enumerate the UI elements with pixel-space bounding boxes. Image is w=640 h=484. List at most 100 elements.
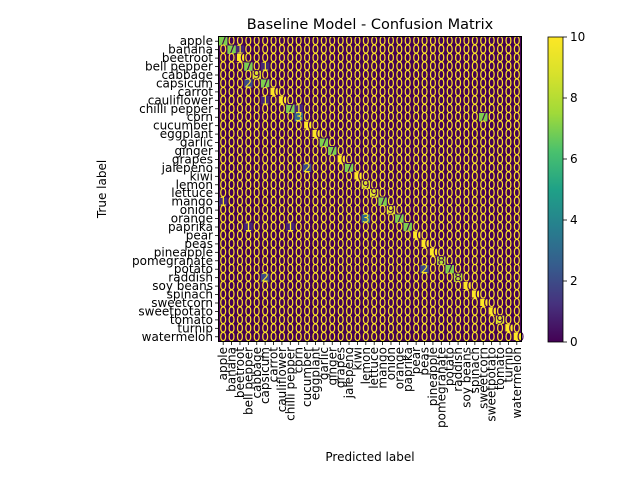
cell-value: 0 — [228, 321, 236, 335]
y-tick-label: apple — [180, 34, 213, 48]
cell-peas-bell-pepper — [244, 239, 253, 249]
cell-sweetpotato-cucumber — [302, 307, 312, 317]
cell-value: 0 — [354, 60, 362, 74]
cell-lettuce-ginger — [328, 189, 337, 198]
cell-value: 0 — [362, 136, 370, 150]
cell-value: 0 — [496, 102, 504, 116]
cell-value: 0 — [278, 34, 286, 48]
cell-value: 0 — [270, 110, 278, 124]
cell-value: 0 — [328, 178, 336, 192]
cell-ginger-bell-pepper — [244, 146, 253, 156]
cell-value: 0 — [354, 93, 362, 107]
cell-value: 0 — [412, 51, 420, 65]
cell-apple-paprika — [403, 37, 413, 46]
cell-value: 0 — [219, 136, 227, 150]
cell-watermelon-pomegranate — [437, 332, 446, 342]
cell-mango-pear — [411, 197, 421, 207]
cell-value: 0 — [253, 203, 261, 217]
cell-ginger-capsicum — [260, 146, 270, 156]
cell-ginger-watermelon — [512, 146, 522, 156]
cell-soy-beans-lettuce — [370, 281, 379, 291]
cell-value: 0 — [345, 313, 353, 327]
cell-jalepeno-garlic — [319, 163, 329, 173]
cell-value: 0 — [396, 296, 404, 310]
cell-value: 0 — [236, 161, 244, 175]
cell-value: 0 — [421, 152, 429, 166]
cell-cauliflower-sweetpotato — [487, 96, 497, 105]
cell-beetroot-grapes — [336, 53, 346, 63]
cell-carrot-sweetpotato — [487, 87, 497, 97]
cell-value: 0 — [312, 186, 320, 200]
cell-ginger-carrot — [269, 146, 279, 156]
cell-value: 0 — [404, 254, 412, 268]
cell-value: 0 — [320, 212, 328, 226]
cell-sweetpotato-capsicum — [260, 307, 270, 317]
cell-garlic-apple — [219, 138, 228, 148]
cell-mango-soy-beans — [462, 197, 472, 207]
cell-pomegranate-lettuce — [370, 256, 379, 266]
cell-peas-corn — [294, 239, 304, 249]
cell-watermelon-orange — [395, 332, 404, 342]
cell-raddish-apple — [219, 273, 228, 283]
y-tick-label: watermelon — [142, 330, 213, 344]
cell-value: 0 — [270, 195, 278, 209]
cell-capsicum-watermelon — [512, 79, 522, 89]
cell-watermelon-cauliflower — [277, 332, 287, 342]
cell-value: 0 — [261, 85, 269, 99]
cell-value: 0 — [496, 161, 504, 175]
cell-cucumber-raddish — [453, 121, 463, 131]
cell-value: 0 — [245, 271, 253, 285]
cell-value: 10 — [299, 119, 314, 133]
cell-value: 0 — [488, 161, 496, 175]
cell-value: 0 — [286, 144, 294, 158]
cell-raddish-jalepeno — [344, 273, 354, 283]
cell-carrot-garlic — [319, 87, 329, 97]
cell-paprika-jalepeno — [344, 222, 354, 232]
cell-value: 10 — [417, 237, 432, 251]
cell-paprika-onion — [386, 222, 396, 232]
cell-value: 0 — [270, 169, 278, 183]
cell-cucumber-pomegranate — [437, 121, 446, 131]
cell-value: 0 — [345, 237, 353, 251]
cell-value: 0 — [404, 51, 412, 65]
cell-watermelon-sweetcorn — [479, 332, 488, 342]
cell-value: 0 — [513, 110, 521, 124]
cell-value: 0 — [437, 228, 445, 242]
cell-chilli-pepper-cabbage — [252, 104, 262, 114]
cell-value: 0 — [270, 237, 278, 251]
cell-ginger-peas — [420, 146, 430, 156]
cell-value: 0 — [463, 152, 471, 166]
cell-sweetcorn-corn — [294, 298, 304, 308]
cell-value: 0 — [379, 203, 387, 217]
cell-peas-raddish — [453, 239, 463, 249]
cell-value: 0 — [412, 60, 420, 74]
cell-value: 0 — [421, 330, 429, 344]
y-tick-label: corn — [187, 110, 213, 124]
cell-value: 0 — [236, 152, 244, 166]
cell-soy-beans-cabbage — [252, 281, 262, 291]
cell-bell-pepper-sweetpotato — [487, 62, 497, 72]
cell-apple-garlic — [319, 37, 329, 46]
cell-value: 0 — [362, 119, 370, 133]
cell-value: 0 — [295, 93, 303, 107]
cell-value: 0 — [412, 43, 420, 57]
cell-potato-spinach — [470, 265, 480, 274]
cell-value: 0 — [362, 220, 370, 234]
cell-turnip-cucumber — [302, 324, 312, 333]
cell-value: 0 — [236, 110, 244, 124]
cell-value: 0 — [488, 68, 496, 82]
cell-corn-tomato — [495, 113, 505, 122]
cell-soy-beans-beetroot — [235, 281, 245, 291]
cell-potato-corn — [294, 265, 304, 274]
cell-sweetpotato-bell-pepper — [244, 307, 253, 317]
cell-value: 0 — [236, 119, 244, 133]
cell-value: 0 — [261, 203, 269, 217]
cell-value: 0 — [295, 186, 303, 200]
cell-value: 0 — [513, 152, 521, 166]
x-tick-label: carrot — [267, 347, 281, 383]
cell-value: 0 — [496, 237, 504, 251]
cell-value: 0 — [295, 296, 303, 310]
cell-peas-chilli-pepper — [286, 239, 295, 249]
cell-value: 0 — [328, 313, 336, 327]
cell-value: 0 — [245, 43, 253, 57]
